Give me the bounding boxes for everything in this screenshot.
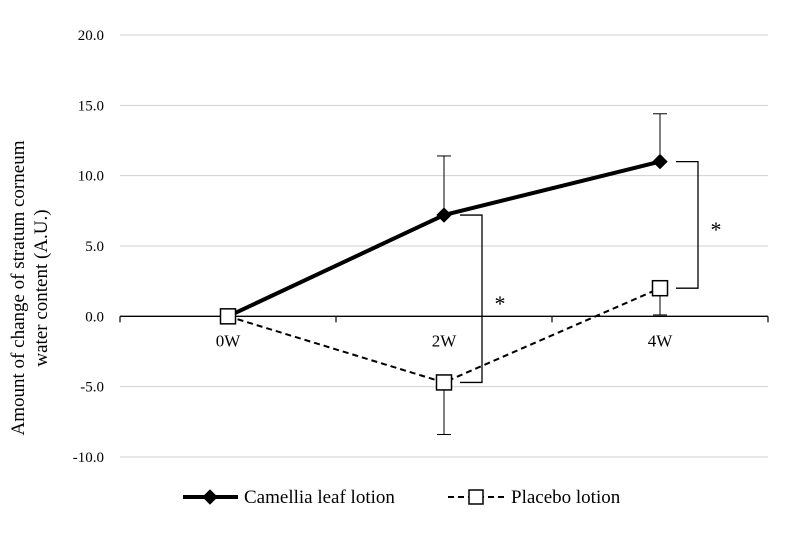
x-tick-labels: 0W 2W 4W	[216, 331, 674, 350]
data-point-camellia	[436, 207, 452, 223]
y-tick-labels: 20.0 15.0 10.0 5.0 0.0 -5.0 -10.0	[73, 28, 104, 466]
y-axis-label: Amount of change of stratum corneum wate…	[8, 140, 52, 435]
series-markers	[219, 153, 669, 391]
legend: Camellia leaf lotion Placebo lotion	[183, 487, 621, 508]
significance-star: *	[711, 217, 722, 242]
significance-bracket	[460, 214, 483, 384]
legend-marker-camellia	[202, 489, 218, 505]
x-tick-label: 4W	[648, 331, 674, 350]
y-tick-label: 5.0	[85, 239, 104, 255]
y-tick-label: 0.0	[85, 309, 104, 325]
y-tick-label: 20.0	[78, 28, 104, 44]
x-tick-label: 0W	[216, 331, 242, 350]
y-tick-label: 15.0	[78, 98, 104, 114]
legend-marker-placebo	[468, 489, 484, 505]
legend-label-placebo: Placebo lotion	[511, 487, 621, 508]
x-axis	[119, 315, 769, 323]
error-bars	[437, 113, 667, 435]
data-point-placebo	[219, 308, 237, 325]
y-tick-label: -10.0	[73, 450, 104, 466]
legend-label-camellia: Camellia leaf lotion	[244, 487, 395, 508]
y-tick-label: 10.0	[78, 169, 104, 185]
y-tick-label: -5.0	[80, 380, 104, 396]
y-axis-label-line2: water content (A.U.)	[31, 209, 52, 366]
y-axis-label-line1: Amount of change of stratum corneum	[8, 140, 29, 435]
significance-annotations: **	[460, 160, 722, 384]
data-point-camellia	[652, 153, 668, 170]
significance-star: *	[495, 291, 506, 316]
significance-bracket	[676, 160, 699, 289]
x-tick-label: 2W	[432, 331, 458, 350]
data-point-placebo	[435, 374, 453, 391]
data-point-placebo	[651, 279, 669, 297]
